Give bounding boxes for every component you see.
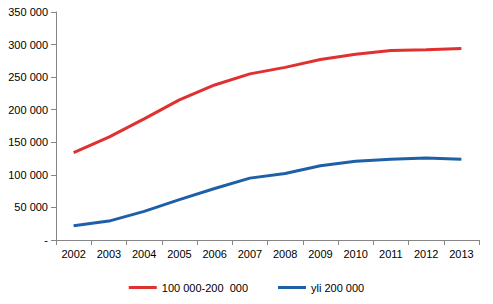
svg-text:2011: 2011 [379, 248, 403, 260]
svg-text:2008: 2008 [273, 248, 297, 260]
svg-text:2006: 2006 [202, 248, 226, 260]
svg-text:200 000: 200 000 [8, 104, 48, 116]
svg-text:50 000: 50 000 [14, 201, 48, 213]
svg-text:350 000: 350 000 [8, 6, 48, 18]
svg-text:100 000-200 000: 100 000-200 000 [162, 282, 248, 294]
svg-text:yli 200 000: yli 200 000 [311, 282, 364, 294]
svg-text:2005: 2005 [167, 248, 191, 260]
svg-text:2003: 2003 [97, 248, 121, 260]
svg-text:2004: 2004 [132, 248, 156, 260]
svg-text:100 000: 100 000 [8, 169, 48, 181]
svg-text:2012: 2012 [414, 248, 438, 260]
svg-text:2007: 2007 [238, 248, 262, 260]
svg-text:250 000: 250 000 [8, 71, 48, 83]
svg-text:2013: 2013 [449, 248, 473, 260]
svg-text:2010: 2010 [343, 248, 367, 260]
svg-text:2009: 2009 [308, 248, 332, 260]
svg-text:2002: 2002 [61, 248, 85, 260]
svg-text:-: - [44, 234, 48, 246]
svg-text:150 000: 150 000 [8, 136, 48, 148]
svg-text:300 000: 300 000 [8, 39, 48, 51]
